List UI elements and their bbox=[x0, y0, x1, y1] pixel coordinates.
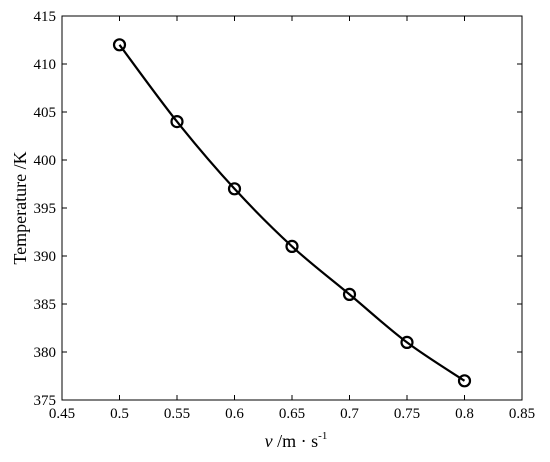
x-axis-title-exponent: -1 bbox=[318, 430, 327, 442]
x-tick-label: 0.5 bbox=[110, 406, 129, 422]
y-tick-label: 385 bbox=[34, 297, 57, 313]
x-tick-label: 0.8 bbox=[455, 406, 474, 422]
y-tick-label: 380 bbox=[34, 345, 57, 361]
y-tick-label: 410 bbox=[34, 57, 57, 73]
data-point bbox=[400, 335, 414, 349]
x-axis-title-variable: v bbox=[265, 431, 273, 451]
x-tick-label: 0.55 bbox=[164, 406, 190, 422]
data-point bbox=[457, 374, 472, 388]
y-tick-label: 415 bbox=[34, 9, 57, 25]
tick-labels: 0.45 0.5 0.55 0.6 0.65 0.7 0.75 0.8 0.85 375 380 38… bbox=[34, 9, 536, 422]
data-markers bbox=[112, 38, 472, 388]
data-point bbox=[170, 114, 184, 129]
x-axis-title-unit: /m · s bbox=[273, 431, 319, 451]
x-tick-label: 0.85 bbox=[509, 406, 535, 422]
plot-frame bbox=[61, 15, 523, 401]
data-point bbox=[112, 38, 127, 52]
series-line bbox=[118, 44, 466, 382]
x-tick-label: 0.75 bbox=[394, 406, 420, 422]
x-tick-label: 0.6 bbox=[225, 406, 244, 422]
x-tick-label: 0.7 bbox=[340, 406, 359, 422]
y-tick-label: 375 bbox=[34, 393, 57, 409]
y-tick-label: 395 bbox=[34, 201, 57, 217]
y-tick-label: 405 bbox=[34, 105, 57, 121]
x-tick-label: 0.45 bbox=[49, 406, 75, 422]
data-point bbox=[285, 239, 299, 253]
data-point bbox=[227, 182, 242, 196]
axis-ticks bbox=[61, 15, 523, 401]
x-tick-label: 0.65 bbox=[279, 406, 305, 422]
y-axis-title: Temperature /K bbox=[10, 151, 30, 264]
x-axis-title: v /m · s-1 bbox=[265, 430, 328, 451]
y-tick-label: 390 bbox=[34, 249, 57, 265]
y-tick-label: 400 bbox=[34, 153, 57, 169]
data-point bbox=[342, 287, 357, 301]
